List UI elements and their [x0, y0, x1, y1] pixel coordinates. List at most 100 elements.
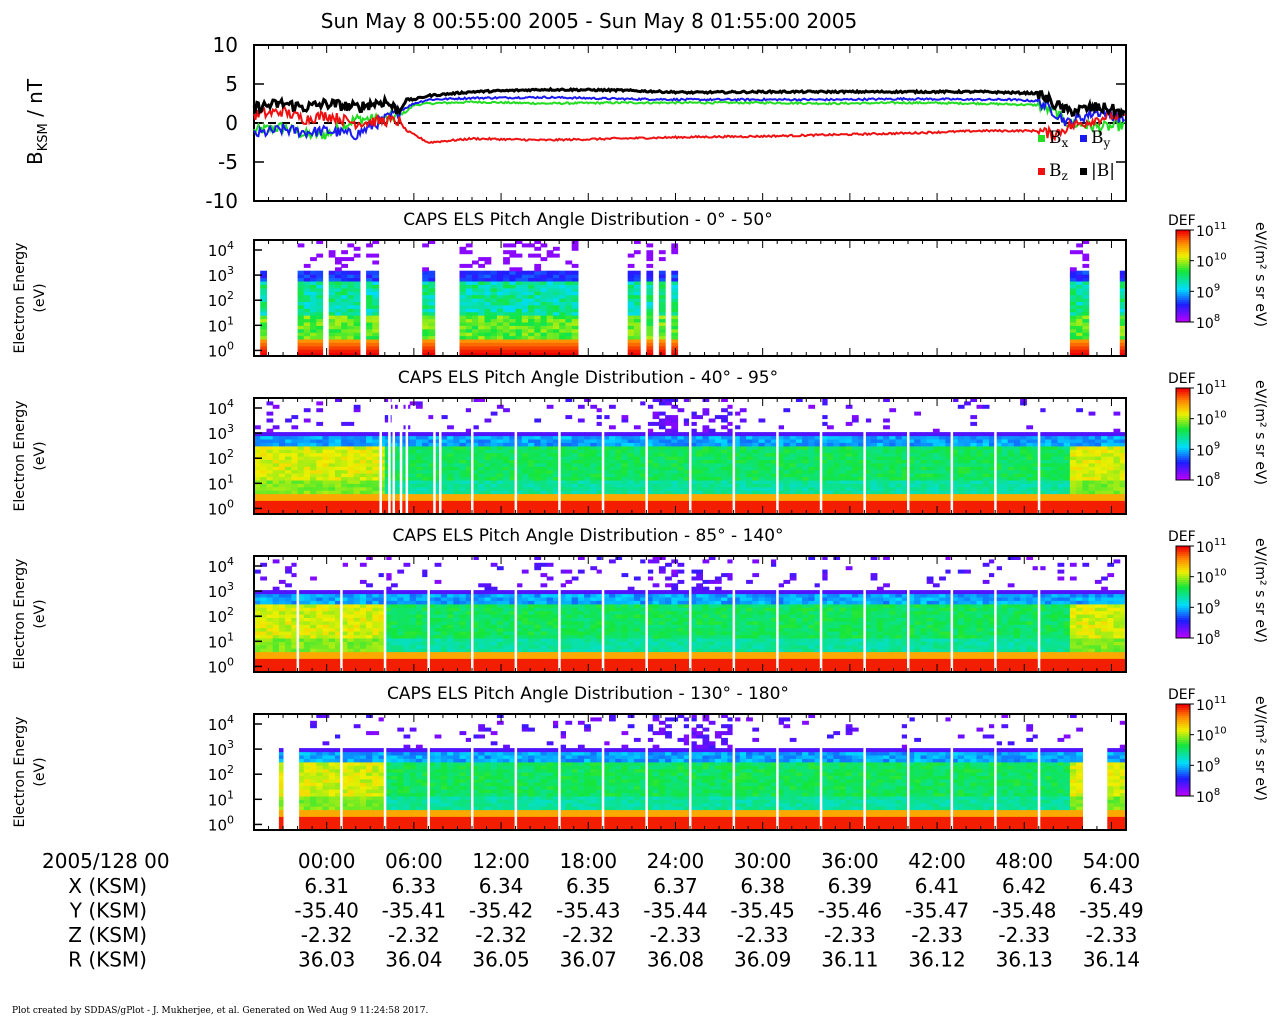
spectrogram-cell	[989, 469, 996, 474]
spectrogram-cell	[758, 483, 766, 488]
spectrogram-cell	[515, 311, 523, 316]
spectrogram-cell	[440, 442, 448, 447]
spectrogram-cell	[783, 510, 791, 515]
spectrogram-cell	[652, 411, 660, 416]
spectrogram-cell	[814, 462, 822, 467]
spectrogram-cell	[789, 438, 797, 443]
spectrogram-cell	[478, 277, 485, 282]
spectrogram-cell	[303, 304, 311, 309]
spectrogram-cell	[827, 459, 834, 464]
spectrogram-cell	[540, 438, 548, 443]
spectrogram-cell	[490, 311, 498, 316]
spectrogram-cell	[1045, 486, 1052, 491]
spectrogram-cell	[278, 668, 286, 673]
spectrogram-cell	[254, 476, 261, 481]
spectrogram-cell	[658, 490, 666, 495]
spectrogram-cell	[671, 308, 679, 313]
spectrogram-cell	[795, 510, 803, 515]
spectrogram-cell	[789, 483, 797, 488]
spectrogram-cell	[254, 569, 261, 574]
spectrogram-cell	[1101, 469, 1108, 474]
spectrogram-cell	[422, 280, 429, 285]
spectrogram-cell	[758, 466, 766, 471]
spectrogram-cell	[827, 442, 834, 447]
spectrogram-cell	[440, 462, 448, 467]
spectrogram-cell	[515, 315, 523, 320]
spectrogram-cell	[789, 496, 797, 501]
spectrogram-cell	[652, 459, 660, 464]
spectrogram-cell	[546, 466, 554, 471]
spectrogram-panel: CAPS ELS Pitch Angle Distribution - 0° -…	[12, 210, 1268, 360]
spectrogram-cell	[714, 469, 722, 474]
spectrogram-cell	[945, 479, 953, 484]
spectrogram-cell	[1076, 408, 1083, 413]
spectrogram-cell	[260, 469, 267, 474]
spectrogram-cell	[690, 411, 697, 416]
spectrogram-cell	[652, 473, 660, 478]
spectrogram-cell	[920, 510, 928, 515]
spectrogram-cell	[515, 345, 523, 350]
spectrogram-cell	[553, 342, 560, 347]
spectrogram-cell	[1032, 432, 1040, 437]
spectrogram-cell	[353, 328, 361, 333]
spectrogram-cell	[1007, 483, 1015, 488]
spectrogram-cell	[1069, 476, 1077, 481]
spectrogram-cell	[1032, 500, 1040, 505]
spectrogram-cell	[254, 641, 261, 646]
spectrogram-cell	[553, 469, 560, 474]
spectrogram-cell	[982, 510, 990, 515]
spectrogram-cell	[571, 291, 579, 296]
spectrogram-cell	[453, 500, 461, 505]
spectrogram-cell	[303, 308, 311, 313]
spectrogram-cell	[758, 493, 766, 498]
spectrogram-cell	[310, 321, 317, 326]
spectrogram-cell	[415, 401, 423, 406]
spectrogram-cell	[328, 345, 336, 350]
spectrogram-cell	[378, 479, 386, 484]
spectrogram-cell	[851, 432, 859, 437]
spectrogram-cell	[453, 473, 461, 478]
spectrogram-cell	[521, 469, 529, 474]
spectrogram-cell	[1069, 442, 1077, 447]
spectrogram-cell	[584, 479, 591, 484]
spectrogram-cell	[658, 493, 666, 498]
spectrogram-cell	[802, 466, 809, 471]
spectrogram-cell	[640, 473, 647, 478]
spectrogram-cell	[540, 493, 548, 498]
spectrogram-cell	[540, 274, 548, 279]
spectrogram-cell	[285, 452, 292, 457]
spectrogram-cell	[546, 452, 554, 457]
spectrogram-cell	[1001, 500, 1009, 505]
spectrogram-cell	[515, 432, 523, 437]
spectrogram-cell	[1038, 438, 1046, 443]
spectrogram-cell	[883, 503, 890, 508]
spectrogram-cell	[503, 483, 510, 488]
colorbar-tick-label: 108	[1196, 313, 1220, 332]
spectrogram-cell	[459, 335, 467, 340]
spectrogram-cell	[939, 432, 946, 437]
spectrogram-cell	[864, 496, 872, 501]
spectrogram-cell	[733, 445, 741, 450]
spectrogram-cell	[515, 253, 523, 258]
spectrogram-cell	[1001, 459, 1009, 464]
spectrogram-cell	[771, 479, 778, 484]
spectrogram-cell	[627, 315, 635, 320]
spectrogram-cell	[260, 462, 267, 467]
spectrogram-cell	[571, 318, 579, 323]
spectrogram-cell	[1082, 445, 1090, 450]
spectrogram-cell	[596, 469, 604, 474]
spectrogram-cell	[1051, 456, 1059, 460]
spectrogram-cell	[976, 483, 984, 488]
spectrogram-cell	[590, 449, 598, 454]
spectrogram-cell	[540, 335, 548, 340]
spectrogram-cell	[266, 466, 274, 471]
spectrogram-cell	[459, 459, 467, 464]
spectrogram-cell	[546, 510, 554, 515]
spectrogram-cell	[335, 308, 342, 313]
spectrogram-cell	[372, 287, 380, 292]
spectrogram-cell	[434, 459, 442, 464]
series-line-z	[253, 106, 1126, 145]
spectrogram-cell	[559, 328, 566, 333]
spectrogram-cell	[266, 596, 274, 601]
spectrogram-cell	[254, 637, 261, 642]
